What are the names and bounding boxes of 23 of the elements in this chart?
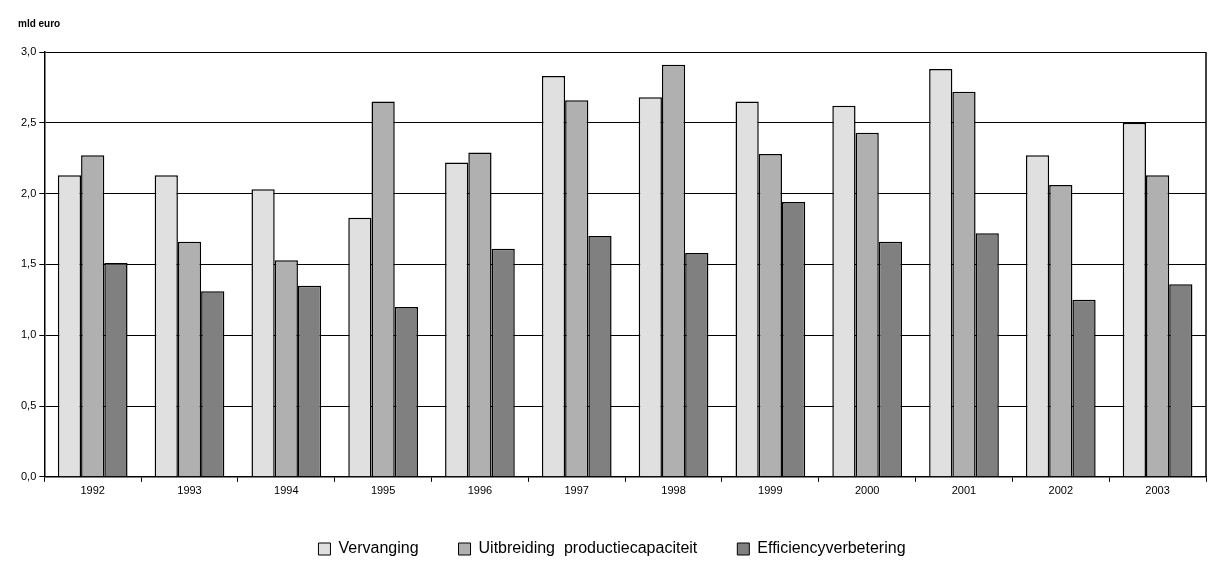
y-tick-label: 0,5 (20, 399, 37, 412)
x-tick-label: 1993 (177, 484, 202, 497)
y-tick-label: 1,0 (20, 328, 37, 341)
y-tick-label: 1,5 (20, 257, 37, 270)
x-tick-label: 1992 (80, 484, 105, 497)
x-tick-label: 1996 (467, 484, 493, 497)
x-tick-label: 2002 (1048, 484, 1074, 497)
x-tick-label: 1995 (370, 484, 396, 497)
x-tick-label: 1994 (274, 484, 299, 497)
x-tick-label: 2000 (854, 484, 880, 497)
x-tick-label: 2001 (951, 484, 977, 497)
x-tick-label: 1998 (661, 484, 686, 497)
legend-label: Vervanging (338, 539, 419, 557)
legend-label: Uitbreiding productiecapaciteit (478, 539, 698, 557)
y-axis-title: mld euro (18, 17, 61, 29)
x-tick-label: 1997 (564, 484, 589, 497)
x-tick-label: 1999 (758, 484, 783, 497)
legend-label: Efficiencyverbetering (757, 539, 906, 557)
y-tick-label: 3,0 (20, 45, 37, 58)
y-tick-label: 0,0 (20, 469, 37, 482)
x-tick-label: 2003 (1145, 484, 1170, 497)
y-tick-label: 2,5 (20, 115, 37, 128)
y-tick-label: 2,0 (20, 186, 37, 199)
